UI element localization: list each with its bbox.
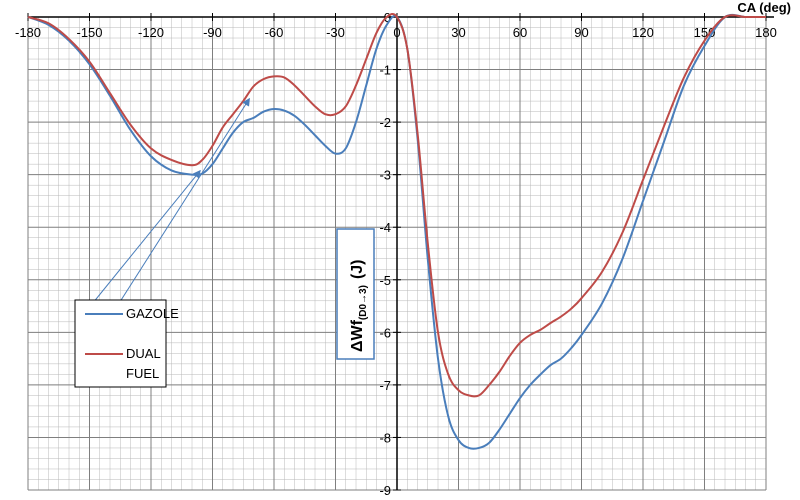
y-tick-label: -1: [379, 63, 391, 78]
y-tick-label: -4: [379, 220, 391, 235]
legend-label-fuel: FUEL: [126, 366, 159, 381]
x-tick-label: -120: [138, 25, 164, 40]
y-axis-label-prefix: ΔWf: [349, 319, 366, 352]
y-axis-label-box: [336, 228, 375, 360]
x-tick-label: 90: [574, 25, 588, 40]
y-axis-label-unit: (J): [349, 259, 366, 279]
x-tick-label: 180: [755, 25, 777, 40]
y-tick-label: -6: [379, 325, 391, 340]
y-tick-label: -7: [379, 378, 391, 393]
x-tick-labels: -180 -150 -120 -90 -60 -30 0 30 60 90 120 150 180: [15, 25, 777, 40]
x-tick-label: 120: [632, 25, 654, 40]
series-lines: [27, 12, 766, 450]
y-tick-label: -3: [379, 168, 391, 183]
x-axis-label: CA (deg): [737, 0, 791, 15]
y-tick-label: -8: [379, 430, 391, 445]
legend-label-gazole: GAZOLE: [126, 306, 179, 321]
x-tick-label: 60: [513, 25, 527, 40]
x-tick-label: 30: [451, 25, 465, 40]
y-tick-label: -9: [379, 483, 391, 498]
y-tick-label: -5: [379, 273, 391, 288]
y-tick-labels: 0-1-2-3-4-5-6-7-8-9: [379, 10, 391, 498]
x-tick-label: -90: [203, 25, 222, 40]
legend: GAZOLE DUAL FUEL: [74, 299, 179, 388]
y-tick-label: -2: [379, 115, 391, 130]
x-tick-label: -150: [76, 25, 102, 40]
axes: [27, 13, 774, 491]
x-tick-label: -30: [326, 25, 345, 40]
x-tick-label: 0: [393, 25, 400, 40]
arrow-gazole: [87, 169, 201, 310]
legend-label-dual: DUAL: [126, 346, 161, 361]
y-axis-label-subscript: (D0→3): [358, 285, 369, 320]
y-axis-label-text: ΔWf(D0→3) (J): [349, 259, 369, 352]
series-line-dual-fuel: [27, 12, 766, 398]
y-axis-label: ΔWf(D0→3) (J): [336, 228, 375, 360]
x-tick-label: -60: [265, 25, 284, 40]
x-tick-label: -180: [15, 25, 41, 40]
